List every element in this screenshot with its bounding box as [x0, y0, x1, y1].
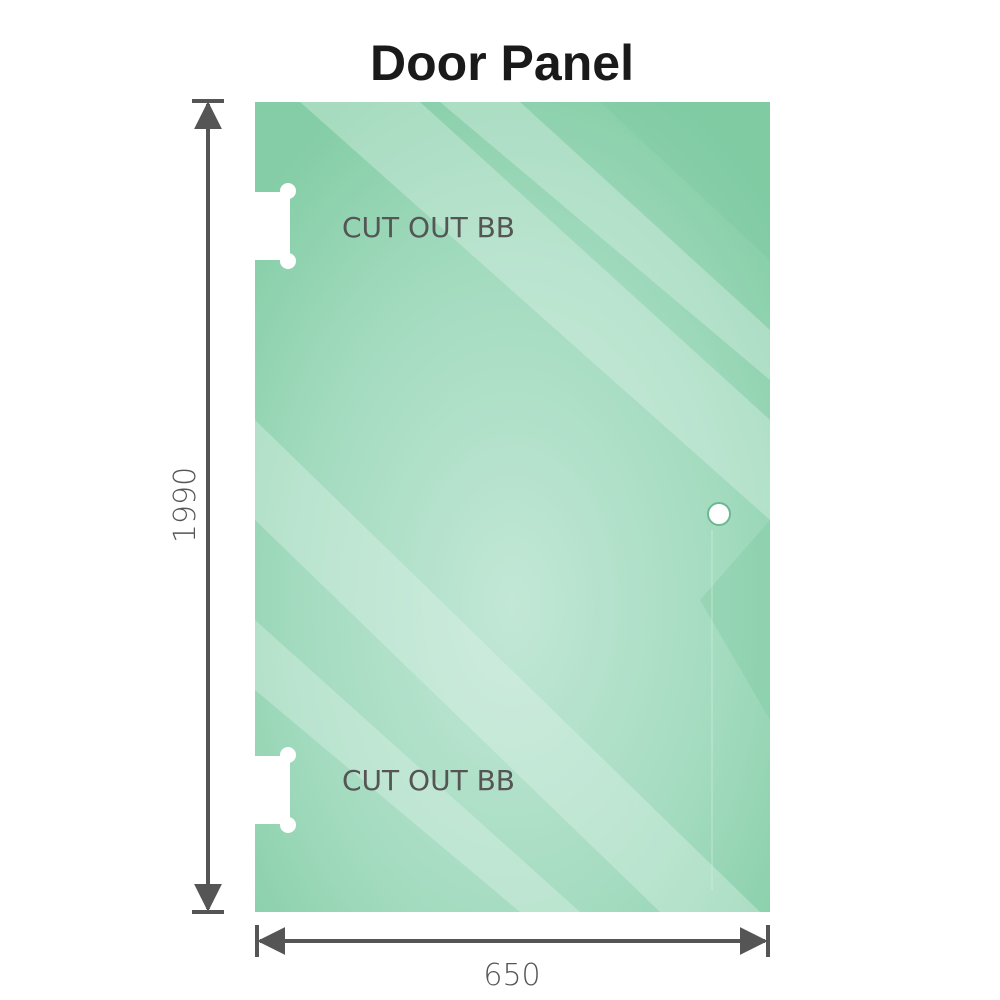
- cutout-label-top: CUT OUT BB: [342, 211, 515, 244]
- height-dimension-line: [192, 99, 224, 914]
- height-dimension-label: 1990: [168, 467, 203, 543]
- diagram-title: Door Panel: [370, 35, 634, 91]
- glass-panel: [255, 102, 770, 912]
- width-dimension-line: [255, 925, 770, 957]
- top-cutout: [250, 183, 296, 269]
- width-dimension-label: 650: [483, 958, 540, 993]
- cutout-label-bottom: CUT OUT BB: [342, 764, 515, 797]
- handle-hole: [707, 502, 731, 526]
- bottom-cutout: [250, 747, 296, 833]
